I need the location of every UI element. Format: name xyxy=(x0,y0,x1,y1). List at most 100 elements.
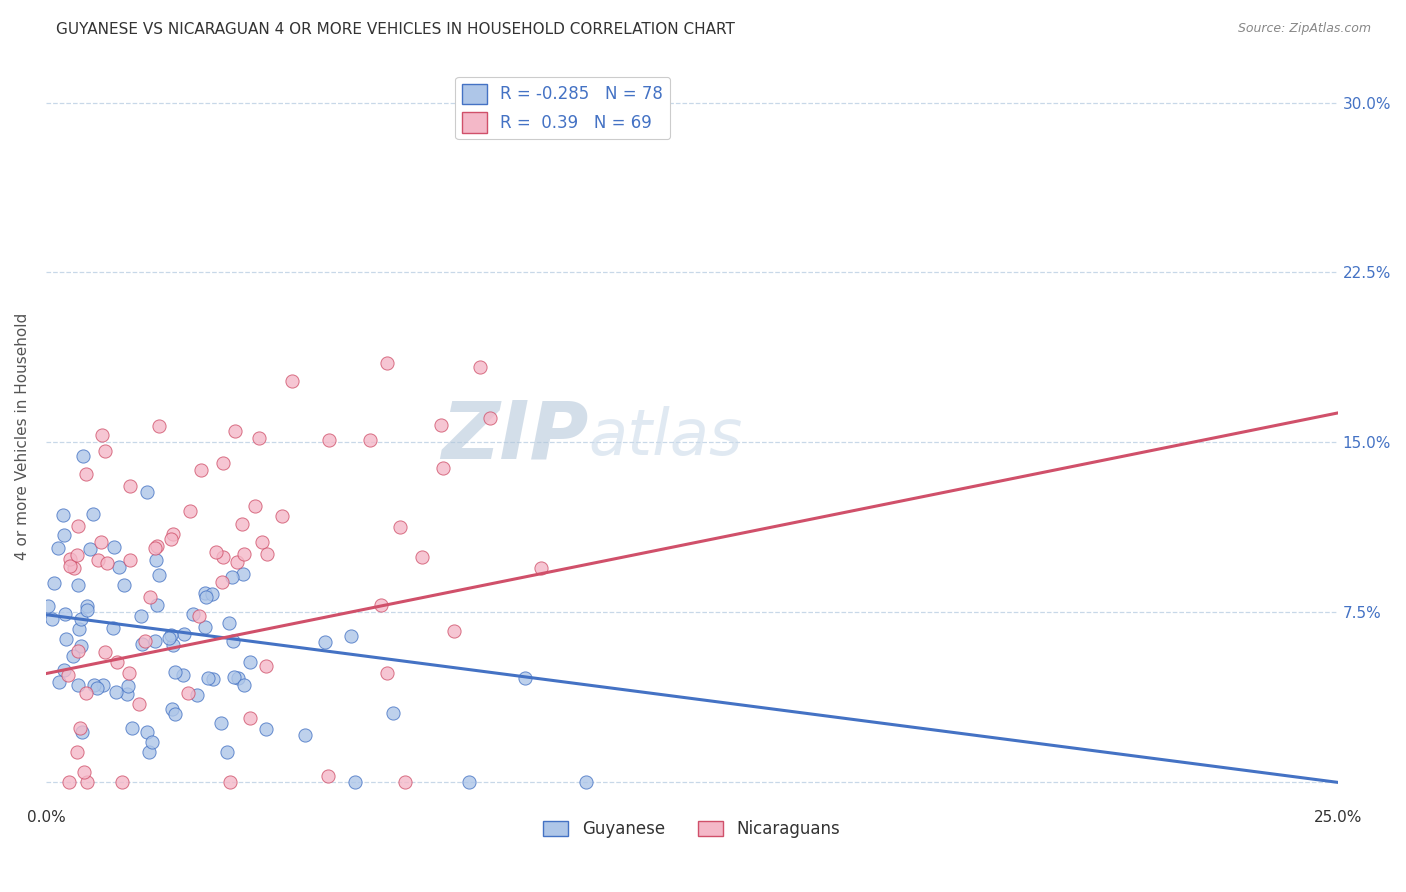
Point xyxy=(128,697,150,711)
Point xyxy=(67,622,90,636)
Point xyxy=(159,628,181,642)
Point xyxy=(205,545,228,559)
Point xyxy=(67,519,90,533)
Point xyxy=(67,644,90,658)
Point xyxy=(202,672,225,686)
Point xyxy=(104,685,127,699)
Point xyxy=(316,769,339,783)
Point xyxy=(76,775,98,789)
Point xyxy=(59,558,82,573)
Point xyxy=(72,449,94,463)
Point xyxy=(136,725,159,739)
Point xyxy=(70,725,93,739)
Point xyxy=(44,576,66,591)
Point xyxy=(281,374,304,388)
Point xyxy=(231,516,253,531)
Point xyxy=(201,587,224,601)
Point xyxy=(46,541,69,555)
Point xyxy=(148,567,170,582)
Point xyxy=(87,553,110,567)
Point xyxy=(118,665,141,680)
Point xyxy=(52,528,75,542)
Point xyxy=(211,574,233,589)
Point xyxy=(115,687,138,701)
Point xyxy=(105,655,128,669)
Point xyxy=(83,678,105,692)
Point xyxy=(111,775,134,789)
Point xyxy=(90,534,112,549)
Point xyxy=(458,774,481,789)
Point xyxy=(218,775,240,789)
Point xyxy=(120,553,142,567)
Point xyxy=(135,485,157,500)
Point xyxy=(432,461,454,475)
Point xyxy=(145,553,167,567)
Point xyxy=(340,629,363,643)
Point xyxy=(76,603,98,617)
Point xyxy=(318,433,340,447)
Point xyxy=(162,527,184,541)
Point xyxy=(145,539,167,553)
Point xyxy=(194,586,217,600)
Point xyxy=(79,541,101,556)
Point xyxy=(245,499,267,513)
Point xyxy=(112,578,135,592)
Point xyxy=(96,557,118,571)
Text: atlas: atlas xyxy=(589,406,742,467)
Point xyxy=(76,599,98,613)
Point xyxy=(55,632,77,646)
Point xyxy=(41,612,63,626)
Point xyxy=(179,504,201,518)
Point xyxy=(370,599,392,613)
Point xyxy=(94,443,117,458)
Point xyxy=(108,560,131,574)
Point xyxy=(139,590,162,604)
Text: ZIP: ZIP xyxy=(441,398,589,475)
Point xyxy=(224,424,246,438)
Text: Source: ZipAtlas.com: Source: ZipAtlas.com xyxy=(1237,22,1371,36)
Point xyxy=(239,655,262,669)
Legend: Guyanese, Nicaraguans: Guyanese, Nicaraguans xyxy=(537,814,846,845)
Point xyxy=(256,547,278,561)
Point xyxy=(129,608,152,623)
Point xyxy=(73,764,96,779)
Point xyxy=(271,508,294,523)
Point xyxy=(121,721,143,735)
Point xyxy=(52,508,75,522)
Point xyxy=(162,638,184,652)
Y-axis label: 4 or more Vehicles in Household: 4 or more Vehicles in Household xyxy=(15,313,30,560)
Point xyxy=(254,722,277,736)
Point xyxy=(62,648,84,663)
Point xyxy=(294,728,316,742)
Point xyxy=(56,667,79,681)
Point xyxy=(344,775,367,789)
Point xyxy=(55,607,77,621)
Point xyxy=(93,645,115,659)
Point xyxy=(233,678,256,692)
Point xyxy=(143,633,166,648)
Point xyxy=(66,745,89,759)
Point xyxy=(188,609,211,624)
Point xyxy=(67,577,90,591)
Point xyxy=(211,550,233,565)
Point xyxy=(90,428,112,442)
Point xyxy=(232,547,254,561)
Point xyxy=(176,686,198,700)
Point xyxy=(91,678,114,692)
Point xyxy=(443,624,465,638)
Point xyxy=(574,775,596,789)
Point xyxy=(513,671,536,685)
Point xyxy=(375,356,398,370)
Point xyxy=(163,707,186,722)
Point xyxy=(222,634,245,648)
Point xyxy=(157,632,180,646)
Point xyxy=(359,434,381,448)
Point xyxy=(165,665,187,679)
Point xyxy=(193,620,215,634)
Point xyxy=(530,561,553,575)
Point xyxy=(58,775,80,789)
Point xyxy=(225,555,247,569)
Point xyxy=(75,686,97,700)
Text: GUYANESE VS NICARAGUAN 4 OR MORE VEHICLES IN HOUSEHOLD CORRELATION CHART: GUYANESE VS NICARAGUAN 4 OR MORE VEHICLE… xyxy=(56,22,735,37)
Point xyxy=(215,745,238,759)
